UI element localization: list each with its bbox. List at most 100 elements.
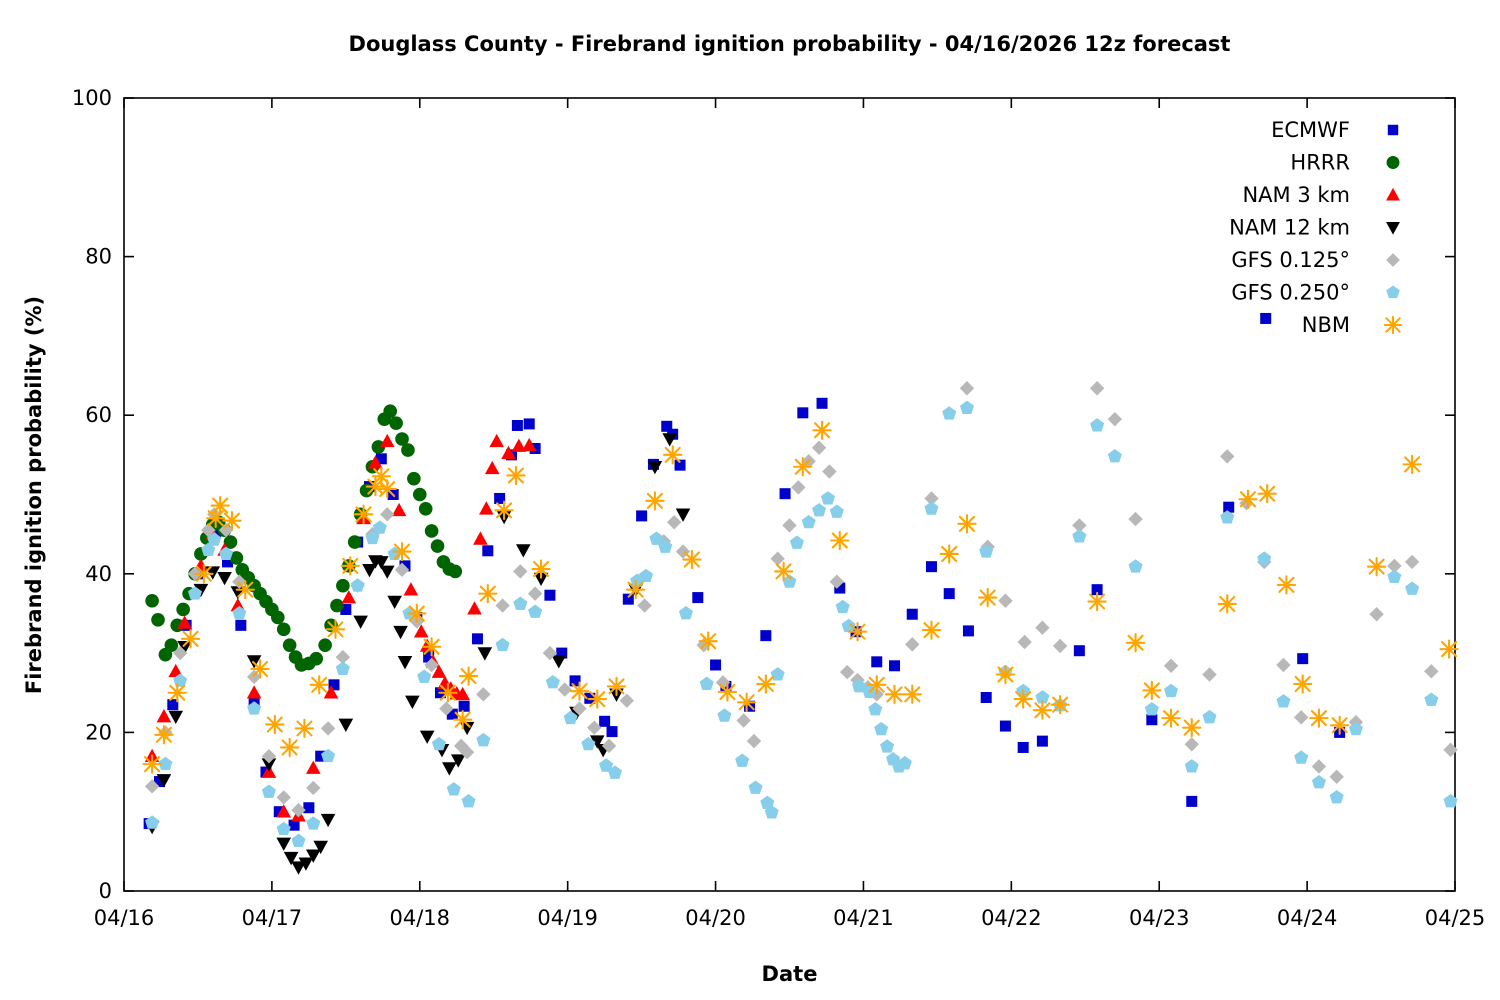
data-point-nbm <box>849 623 866 640</box>
data-point-nam-12-km <box>442 762 457 776</box>
data-point-nbm <box>757 675 774 693</box>
data-point-nam-12-km <box>589 735 605 749</box>
data-point-gfs-0-250 <box>1184 759 1199 773</box>
plot-border <box>123 97 1456 892</box>
data-point-gfs-0-250 <box>1276 694 1291 708</box>
data-point-nam-3-km <box>305 760 321 774</box>
data-point-hrrr <box>407 471 421 486</box>
data-point-nam-3-km <box>368 455 383 469</box>
data-point-nam-12-km <box>675 508 691 522</box>
data-point-ecmwf <box>423 651 435 663</box>
data-point-hrrr <box>282 638 297 652</box>
data-point-nbm <box>813 422 831 439</box>
y-tick-label: 40 <box>85 562 112 586</box>
data-point-ecmwf <box>1186 795 1198 807</box>
data-point-hrrr <box>145 593 159 608</box>
data-point-gfs-0-250 <box>201 542 216 556</box>
data-point-nam-3-km <box>323 685 339 699</box>
data-point-nbm <box>571 683 588 700</box>
data-point-ecmwf <box>494 492 506 504</box>
legend-marker-hrrr <box>1386 156 1400 169</box>
data-point-nbm <box>195 565 212 582</box>
data-point-nbm <box>355 506 372 523</box>
data-point-nbm <box>646 492 663 509</box>
data-point-nbm <box>454 711 471 728</box>
data-point-gfs-0-125 <box>1184 737 1199 752</box>
data-point-nbm <box>923 622 940 639</box>
data-point-nbm <box>479 585 496 602</box>
legend-item-ecmwf: ECMWF <box>1271 118 1350 142</box>
data-point-gfs-0-250 <box>599 758 614 772</box>
data-point-hrrr <box>424 524 439 538</box>
data-point-gfs-0-125 <box>905 637 920 652</box>
data-point-hrrr <box>383 404 398 419</box>
data-point-nbm <box>1143 682 1160 699</box>
data-point-ecmwf <box>235 619 247 631</box>
data-point-nam-12-km <box>217 571 232 586</box>
data-point-nam-12-km <box>353 615 368 629</box>
chart-title: Douglass County - Firebrand ignition pro… <box>348 32 1231 56</box>
data-point-gfs-0-125 <box>380 507 395 522</box>
data-point-hrrr <box>412 487 427 502</box>
data-point-gfs-0-250 <box>1348 721 1363 736</box>
data-point-ecmwf <box>328 679 340 691</box>
data-point-nbm <box>1219 595 1236 612</box>
y-tick-label: 60 <box>85 403 112 427</box>
data-point-nam-12-km <box>647 460 663 475</box>
data-point-ecmwf <box>222 556 234 568</box>
data-point-gfs-0-125 <box>822 464 837 479</box>
data-point-ecmwf <box>962 625 974 637</box>
data-point-nbm <box>1052 696 1069 713</box>
data-point-ecmwf <box>273 806 285 818</box>
data-point-nam-12-km <box>177 640 192 655</box>
data-point-gfs-0-250 <box>1443 793 1458 808</box>
data-point-ecmwf <box>889 660 901 672</box>
data-point-ecmwf <box>692 592 704 604</box>
data-point-gfs-0-250 <box>461 793 476 808</box>
data-point-gfs-0-125 <box>513 564 528 579</box>
legend-label-gfs-0-250: GFS 0.250° <box>1231 281 1350 305</box>
data-point-gfs-0-125 <box>839 664 855 680</box>
data-point-gfs-0-125 <box>666 515 682 530</box>
legend-marker-ecmwf <box>1387 124 1399 136</box>
data-point-gfs-0-125 <box>218 522 234 538</box>
data-point-nam-3-km <box>473 531 488 545</box>
data-point-gfs-0-250 <box>924 501 939 515</box>
data-point-nbm <box>281 739 298 756</box>
data-point-nam-12-km <box>291 861 306 875</box>
data-point-nam-3-km <box>168 663 184 678</box>
data-point-nbm <box>460 668 477 685</box>
data-point-ecmwf <box>1036 735 1048 747</box>
data-point-ecmwf <box>315 750 327 762</box>
data-point-hrrr <box>371 440 386 454</box>
data-point-ecmwf <box>606 726 618 738</box>
data-point-gfs-0-250 <box>513 596 528 610</box>
data-point-gfs-0-125 <box>998 593 1013 608</box>
data-point-gfs-0-250 <box>365 530 380 545</box>
data-point-hrrr <box>395 432 409 446</box>
data-point-nam-12-km <box>662 433 678 447</box>
data-point-gfs-0-250 <box>717 708 732 722</box>
data-point-nbm <box>182 630 199 647</box>
data-point-hrrr <box>336 578 350 593</box>
data-point-gfs-0-250 <box>1144 702 1159 716</box>
data-point-ecmwf <box>1223 501 1235 513</box>
data-point-gfs-0-250 <box>801 514 816 529</box>
x-tick-label: 04/22 <box>981 906 1042 930</box>
x-tick-label: 04/16 <box>94 906 155 930</box>
data-point-hrrr <box>271 610 285 625</box>
data-point-gfs-0-250 <box>1202 709 1217 724</box>
legend-marker-nam-3-km <box>1386 187 1400 201</box>
data-point-ecmwf <box>248 695 260 707</box>
data-point-ecmwf <box>925 561 937 573</box>
data-point-ecmwf <box>340 603 352 615</box>
data-point-hrrr <box>309 651 324 666</box>
data-point-gfs-0-250 <box>897 755 912 770</box>
data-point-nam-3-km <box>467 601 482 615</box>
data-point-nam-12-km <box>374 556 389 570</box>
data-point-ecmwf <box>511 420 523 432</box>
data-point-gfs-0-125 <box>291 802 306 818</box>
data-point-nbm <box>831 532 848 549</box>
y-tick-label: 100 <box>72 86 112 110</box>
data-point-gfs-0-125 <box>476 687 491 702</box>
